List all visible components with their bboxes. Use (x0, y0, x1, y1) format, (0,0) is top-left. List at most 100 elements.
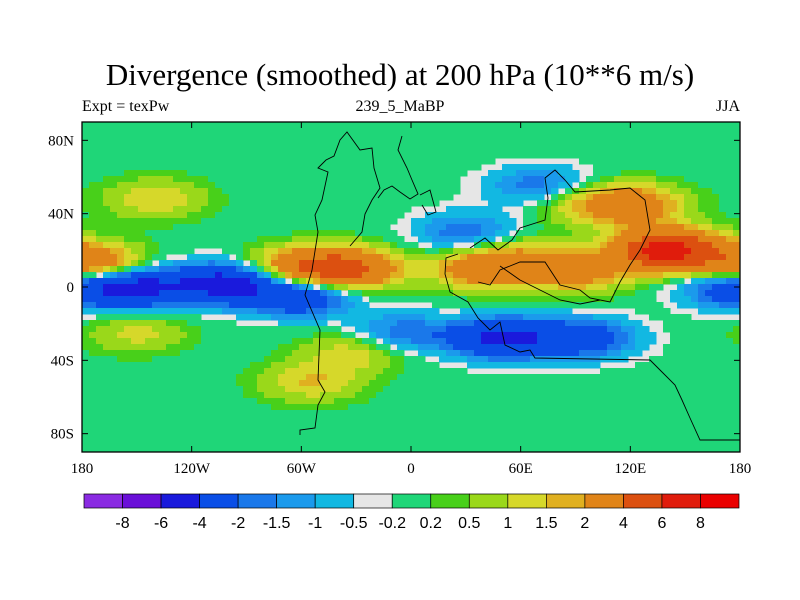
divergence-cell (698, 218, 706, 225)
divergence-cell (481, 320, 489, 327)
divergence-cell (537, 290, 545, 297)
divergence-cell (236, 248, 244, 255)
divergence-cell (404, 170, 412, 177)
divergence-cell (208, 278, 216, 285)
divergence-cell (530, 428, 538, 435)
divergence-cell (236, 386, 244, 393)
divergence-cell (229, 230, 237, 237)
divergence-cell (663, 122, 671, 129)
divergence-cell (586, 176, 594, 183)
divergence-cell (229, 278, 237, 285)
divergence-cell (719, 218, 727, 225)
divergence-cell (208, 266, 216, 273)
divergence-cell (502, 146, 510, 153)
divergence-cell (579, 302, 587, 309)
divergence-cell (593, 266, 601, 273)
divergence-cell (719, 188, 727, 195)
divergence-cell (607, 422, 615, 429)
divergence-cell (495, 200, 503, 207)
divergence-cell (607, 194, 615, 201)
divergence-cell (96, 170, 104, 177)
divergence-cell (320, 242, 328, 249)
divergence-cell (404, 344, 412, 351)
divergence-cell (537, 380, 545, 387)
divergence-cell (236, 374, 244, 381)
divergence-cell (173, 218, 181, 225)
divergence-cell (474, 404, 482, 411)
divergence-cell (537, 254, 545, 261)
divergence-cell (656, 230, 664, 237)
divergence-cell (719, 194, 727, 201)
divergence-cell (628, 368, 636, 375)
divergence-cell (719, 302, 727, 309)
divergence-cell (82, 404, 90, 411)
divergence-cell (726, 170, 734, 177)
divergence-cell (229, 266, 237, 273)
divergence-cell (649, 230, 657, 237)
divergence-cell (698, 416, 706, 423)
divergence-cell (453, 272, 461, 279)
divergence-cell (341, 242, 349, 249)
divergence-cell (194, 266, 202, 273)
divergence-cell (544, 122, 552, 129)
divergence-cell (201, 440, 209, 447)
divergence-cell (642, 182, 650, 189)
divergence-cell (152, 284, 160, 291)
divergence-cell (649, 188, 657, 195)
divergence-cell (173, 230, 181, 237)
divergence-cell (726, 332, 734, 339)
divergence-cell (677, 302, 685, 309)
divergence-cell (124, 218, 132, 225)
divergence-cell (250, 224, 258, 231)
divergence-cell (110, 326, 118, 333)
divergence-cell (635, 236, 643, 243)
divergence-cell (432, 296, 440, 303)
divergence-cell (684, 344, 692, 351)
divergence-cell (488, 224, 496, 231)
divergence-cell (96, 416, 104, 423)
divergence-cell (719, 368, 727, 375)
divergence-cell (642, 368, 650, 375)
divergence-cell (621, 332, 629, 339)
divergence-cell (341, 332, 349, 339)
divergence-cell (292, 260, 300, 267)
divergence-cell (285, 362, 293, 369)
divergence-cell (257, 128, 265, 135)
divergence-cell (432, 236, 440, 243)
divergence-cell (488, 398, 496, 405)
divergence-cell (159, 170, 167, 177)
divergence-cell (145, 284, 153, 291)
divergence-cell (131, 338, 139, 345)
divergence-cell (663, 248, 671, 255)
divergence-cell (411, 122, 419, 129)
divergence-cell (208, 152, 216, 159)
divergence-cell (299, 326, 307, 333)
divergence-cell (481, 434, 489, 441)
divergence-cell (222, 122, 230, 129)
divergence-cell (642, 146, 650, 153)
divergence-cell (124, 164, 132, 171)
divergence-cell (614, 422, 622, 429)
divergence-cell (341, 266, 349, 273)
divergence-cell (299, 248, 307, 255)
divergence-cell (439, 326, 447, 333)
divergence-cell (712, 410, 720, 417)
divergence-cell (453, 224, 461, 231)
divergence-cell (124, 140, 132, 147)
divergence-cell (383, 422, 391, 429)
divergence-cell (509, 164, 517, 171)
divergence-cell (166, 128, 174, 135)
divergence-cell (355, 230, 363, 237)
divergence-cell (250, 236, 258, 243)
divergence-cell (684, 164, 692, 171)
divergence-cell (341, 416, 349, 423)
divergence-cell (488, 254, 496, 261)
divergence-cell (117, 122, 125, 129)
divergence-cell (432, 308, 440, 315)
divergence-cell (733, 272, 741, 279)
divergence-cell (390, 404, 398, 411)
divergence-cell (495, 122, 503, 129)
divergence-cell (404, 314, 412, 321)
divergence-cell (383, 218, 391, 225)
divergence-cell (152, 194, 160, 201)
